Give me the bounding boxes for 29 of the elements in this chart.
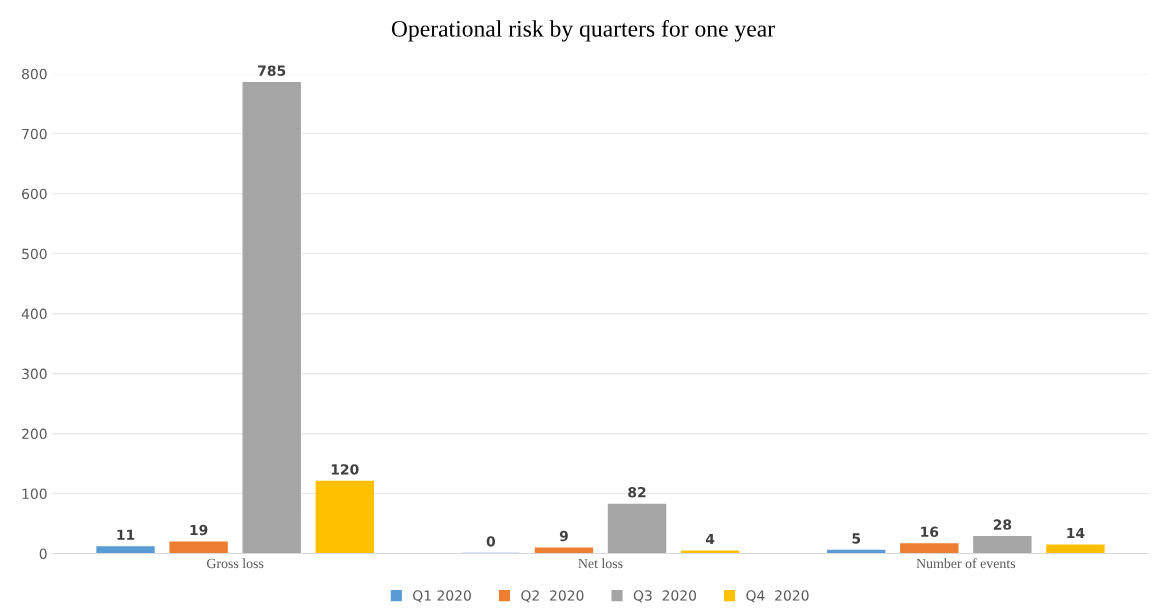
data-label: 16 <box>921 526 939 538</box>
data-label: 11 <box>117 529 135 540</box>
y-tick-label: 400 <box>21 308 47 320</box>
data-label: 785 <box>258 65 286 76</box>
y-tick-label: 300 <box>22 368 47 380</box>
y-tick-label: 700 <box>22 128 47 140</box>
legend-label: Q4 2020 <box>746 590 809 603</box>
y-tick-label: 600 <box>22 188 47 200</box>
data-label: 19 <box>190 524 208 536</box>
data-label: 82 <box>628 486 646 498</box>
legend-label: Q1 2020 <box>413 590 471 603</box>
x-tick-label: Number of events <box>916 558 1016 569</box>
y-tick-label: 800 <box>22 68 47 80</box>
legend-label: Q3 2020 <box>633 590 697 603</box>
chart-title: Operational risk by quarters for one year <box>391 19 775 42</box>
data-label: 0 <box>486 536 496 547</box>
x-tick-label: Gross loss <box>206 558 264 569</box>
data-label: 28 <box>993 519 1012 530</box>
data-label: 9 <box>559 530 568 542</box>
y-tick-label: 500 <box>22 248 47 260</box>
legend-label: Q2 2020 <box>521 590 584 603</box>
data-label: 120 <box>331 464 359 475</box>
y-tick-label: 0 <box>39 548 47 559</box>
data-label: 4 <box>705 533 715 545</box>
y-tick-label: 200 <box>22 428 47 440</box>
x-tick-label: Net loss <box>578 558 623 569</box>
data-label: 5 <box>852 533 861 544</box>
y-tick-label: 100 <box>22 488 47 500</box>
data-label: 14 <box>1067 527 1085 539</box>
